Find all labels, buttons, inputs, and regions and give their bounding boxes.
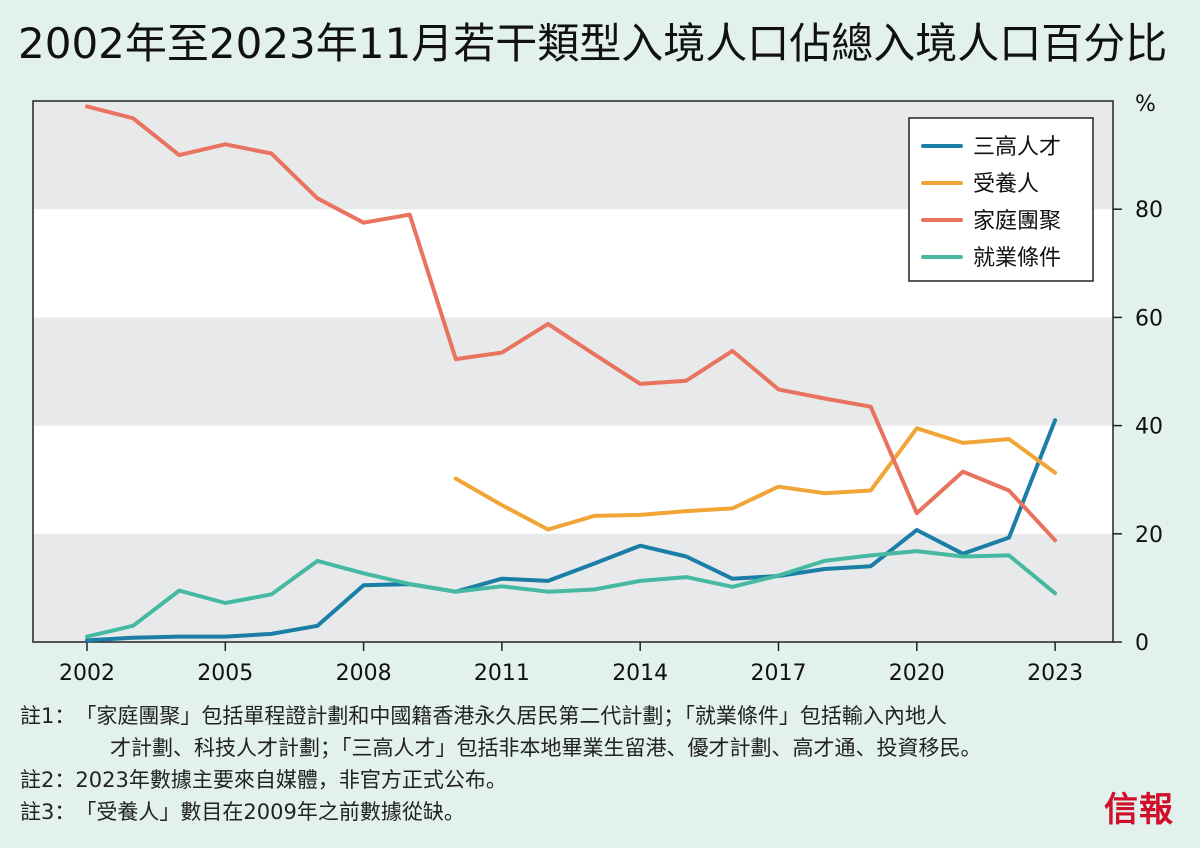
x-axis: 2002 2005 2008 2011 2014 2017 2020 2023 bbox=[59, 642, 1083, 686]
y-tick-label-80: 80 bbox=[1135, 198, 1163, 223]
y-tick-label-0: 0 bbox=[1135, 631, 1149, 656]
grid-band-0 bbox=[33, 533, 1113, 642]
legend-label-1: 受養人 bbox=[973, 172, 1039, 197]
x-tick-label-2020: 2020 bbox=[889, 661, 945, 686]
note-2-key: 註2： bbox=[20, 768, 76, 792]
legend-label-3: 就業條件 bbox=[973, 246, 1061, 271]
plot-frame bbox=[32, 100, 1114, 643]
y-axis-unit: % bbox=[1135, 92, 1156, 117]
legend-label-2: 家庭團聚 bbox=[973, 209, 1061, 234]
legend-label-0: 三高人才 bbox=[973, 135, 1061, 160]
note-1: 註1：「家庭團聚」包括單程證計劃和中國籍香港永久居民第二代計劃；「就業條件」包括… bbox=[20, 700, 982, 732]
note-3-text: 「受養人」數目在2009年之前數據從缺。 bbox=[75, 800, 465, 824]
x-tick-label-2005: 2005 bbox=[197, 661, 253, 686]
note-2: 註2：2023年數據主要來自媒體，非官方正式公布。 bbox=[20, 764, 982, 796]
x-tick-label-2017: 2017 bbox=[751, 661, 807, 686]
footnotes: 註1：「家庭團聚」包括單程證計劃和中國籍香港永久居民第二代計劃；「就業條件」包括… bbox=[20, 700, 982, 828]
x-tick-label-2002: 2002 bbox=[59, 661, 115, 686]
page-title: 2002年至2023年11月若干類型入境人口佔總入境人口百分比 bbox=[18, 19, 1168, 68]
line-chart: 2002 2005 2008 2011 2014 2017 2020 2023 0 20 40 60… bbox=[32, 92, 1163, 686]
series-line-1 bbox=[453, 426, 1058, 532]
y-tick-label-60: 60 bbox=[1135, 306, 1163, 331]
series-line-2 bbox=[85, 104, 1058, 543]
x-tick-label-2008: 2008 bbox=[336, 661, 392, 686]
y-tick-label-40: 40 bbox=[1135, 415, 1163, 440]
publisher-logo: 信報 bbox=[1104, 790, 1174, 830]
y-axis: 0 20 40 60 80% bbox=[1113, 92, 1163, 656]
x-tick-label-2011: 2011 bbox=[474, 661, 530, 686]
series-line-0 bbox=[85, 418, 1058, 643]
x-tick-label-2014: 2014 bbox=[612, 661, 668, 686]
y-tick-label-20: 20 bbox=[1135, 523, 1163, 548]
note-1-continued: 才計劃、科技人才計劃；「三高人才」包括非本地畢業生留港、優才計劃、高才通、投資移… bbox=[110, 736, 982, 760]
note-1-key: 註1： bbox=[20, 704, 76, 728]
note-3: 註3：「受養人」數目在2009年之前數據從缺。 bbox=[20, 796, 982, 828]
note-1-text: 「家庭團聚」包括單程證計劃和中國籍香港永久居民第二代計劃；「就業條件」包括輸入內… bbox=[75, 704, 947, 728]
grid-band-1 bbox=[33, 317, 1113, 426]
series-lines bbox=[85, 104, 1058, 643]
note-2-text: 2023年數據主要來自媒體，非官方正式公布。 bbox=[75, 768, 507, 792]
note-3-key: 註3： bbox=[20, 800, 76, 824]
series-line-3 bbox=[85, 549, 1058, 639]
x-tick-label-2023: 2023 bbox=[1027, 661, 1083, 686]
